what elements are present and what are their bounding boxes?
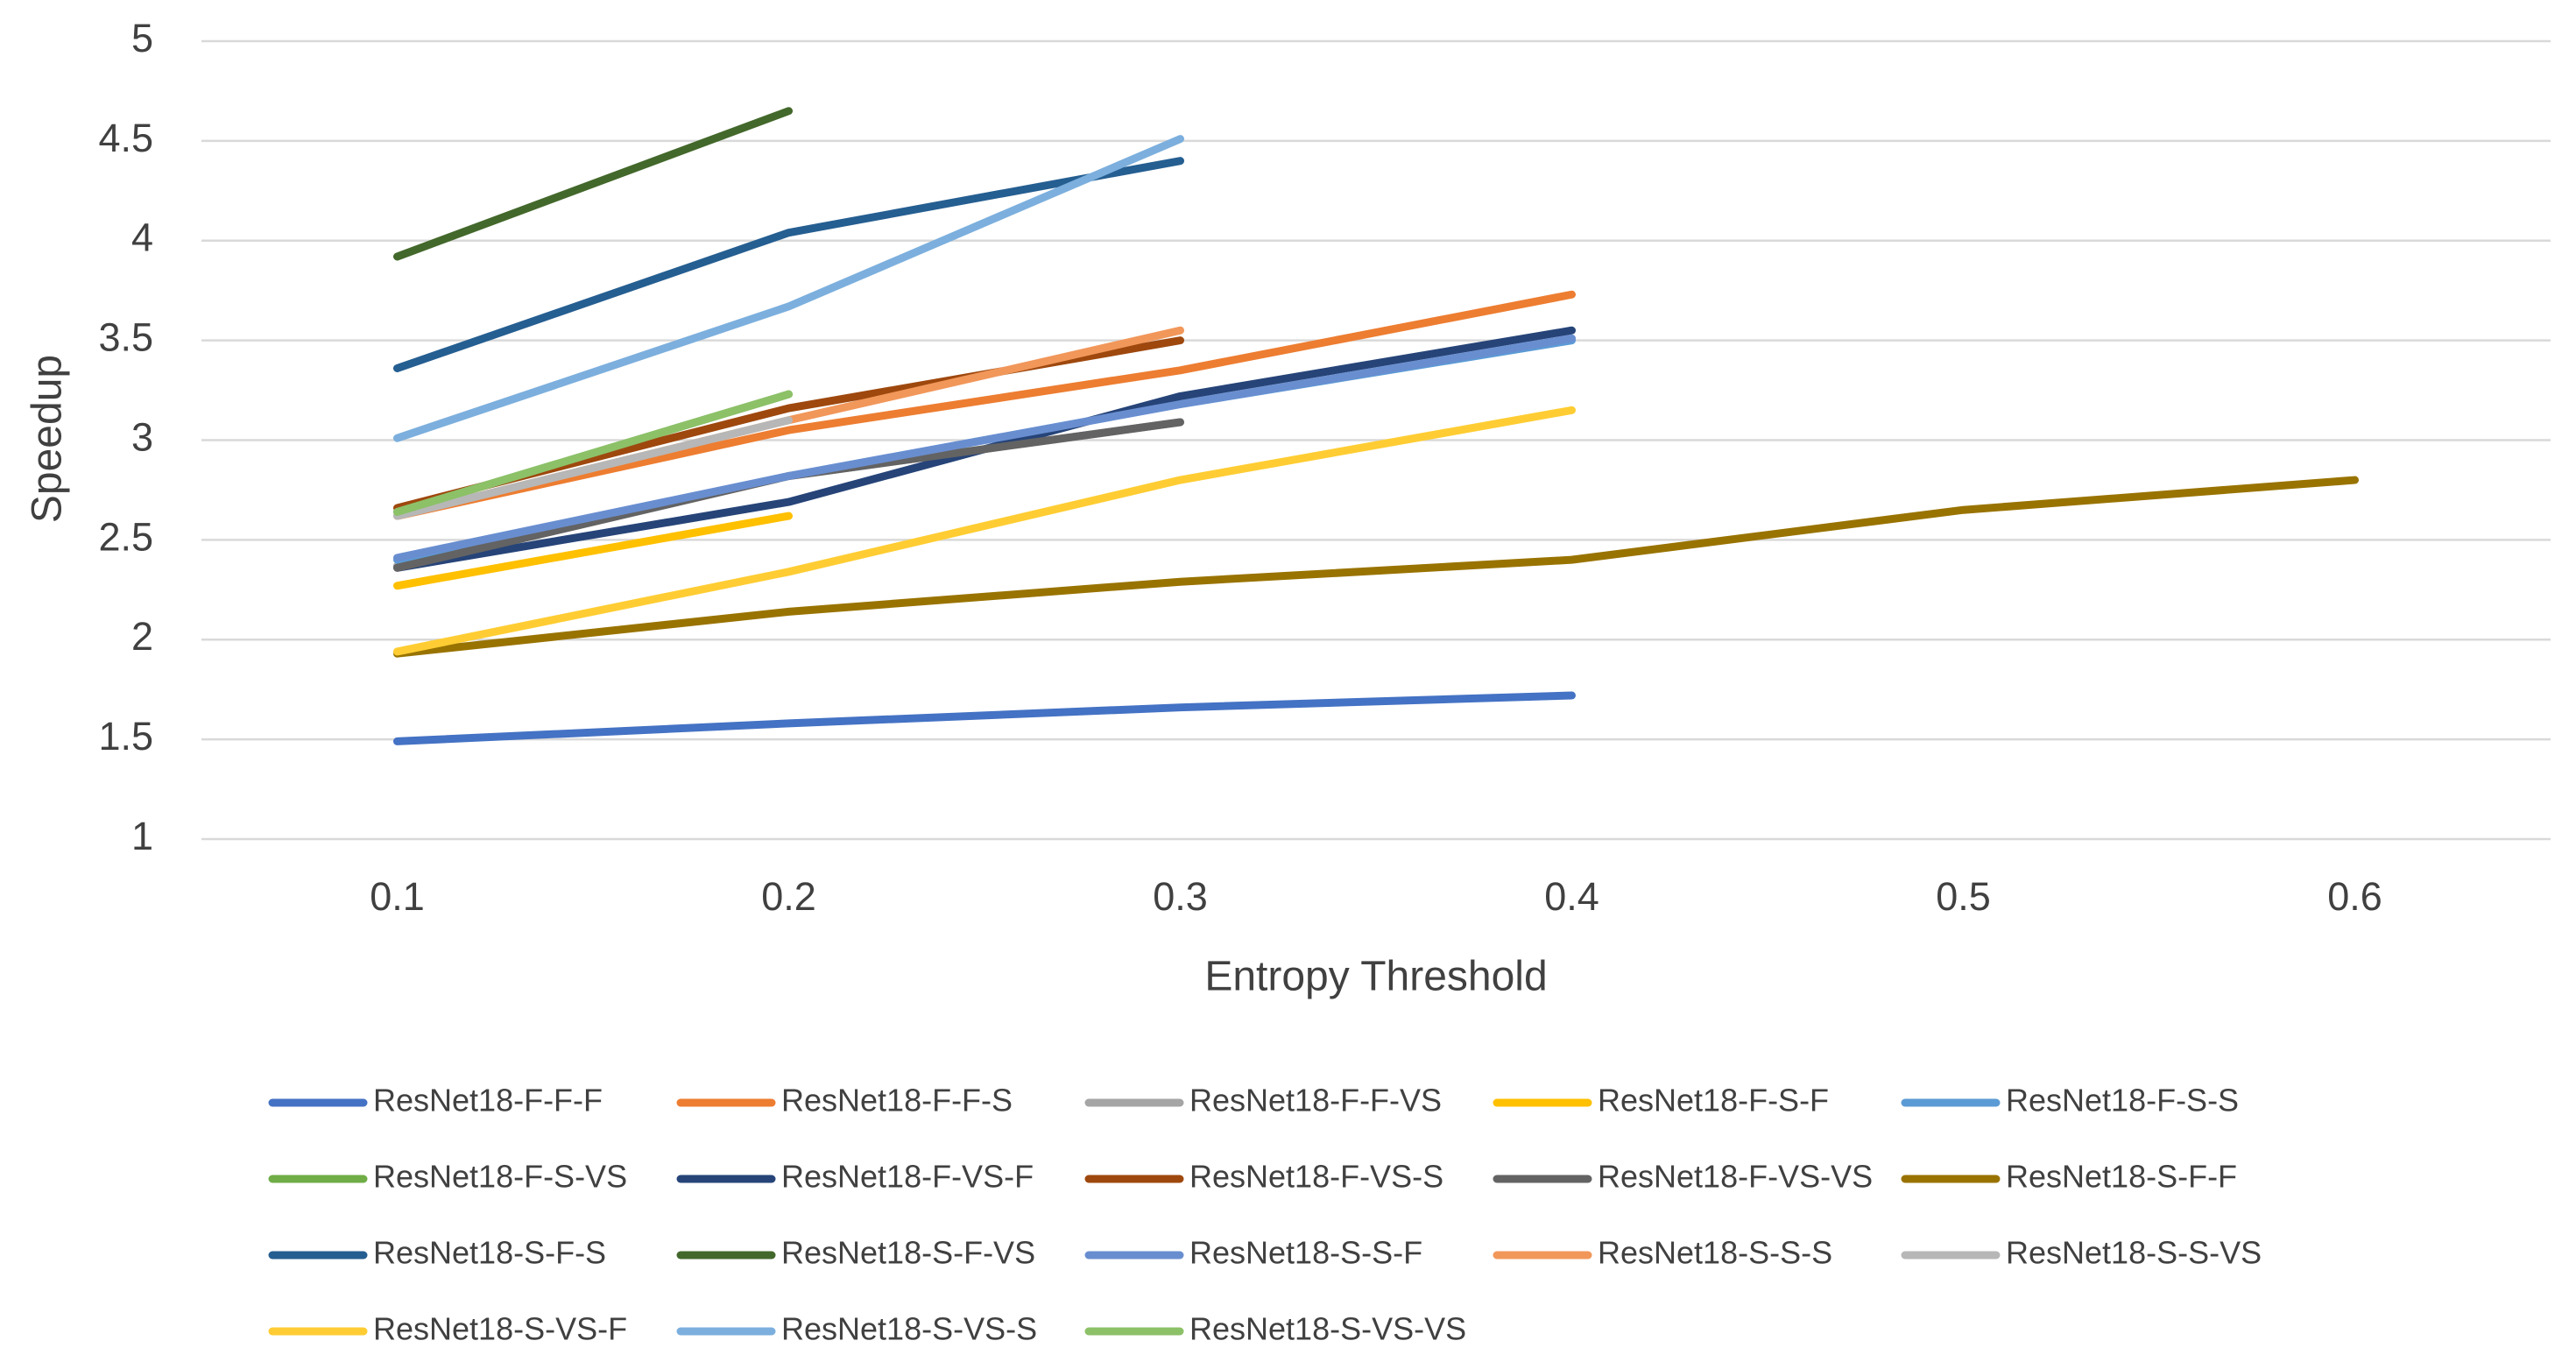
series-line	[393, 512, 793, 590]
legend-label: ResNet18-F-S-VS	[373, 1159, 627, 1195]
legend-label: ResNet18-S-S-S	[1598, 1235, 1832, 1271]
series-line	[393, 476, 2359, 658]
legend-label: ResNet18-S-S-VS	[2006, 1235, 2262, 1271]
legend-label: ResNet18-F-S-S	[2006, 1083, 2239, 1118]
y-tick-label: 5	[131, 16, 153, 60]
legend-label: ResNet18-S-S-F	[1189, 1235, 1422, 1271]
y-tick-label: 3	[131, 414, 153, 459]
legend-label: ResNet18-S-VS-VS	[1189, 1311, 1466, 1347]
y-tick-label: 1.5	[98, 714, 153, 759]
legend-label: ResNet18-F-VS-F	[781, 1159, 1034, 1195]
series-line	[393, 390, 793, 516]
legend-label: ResNet18-F-F-S	[781, 1083, 1013, 1118]
x-tick-label: 0.3	[1153, 874, 1208, 919]
series-line	[393, 416, 793, 520]
legend-label: ResNet18-S-F-F	[2006, 1159, 2237, 1195]
series-line	[393, 107, 793, 261]
series-line	[393, 290, 1576, 520]
series-line	[393, 334, 1576, 562]
series-line	[393, 157, 1184, 373]
series-line	[393, 691, 1576, 745]
y-tick-label: 1	[131, 814, 153, 858]
legend-label: ResNet18-F-VS-VS	[1598, 1159, 1873, 1195]
y-tick-label: 2	[131, 614, 153, 659]
x-tick-label: 0.2	[761, 874, 816, 919]
legend-label: ResNet18-S-VS-F	[373, 1311, 627, 1347]
x-tick-label: 0.1	[370, 874, 425, 919]
legend-label: ResNet18-S-F-S	[373, 1235, 606, 1271]
x-tick-label: 0.5	[1936, 874, 1991, 919]
x-tick-label: 0.6	[2327, 874, 2382, 919]
legend-label: ResNet18-S-VS-S	[781, 1311, 1037, 1347]
x-axis-title: Entropy Threshold	[1204, 954, 1547, 1000]
legend-label: ResNet18-F-F-VS	[1189, 1083, 1442, 1118]
legend-label: ResNet18-F-F-F	[373, 1083, 603, 1118]
y-tick-label: 4	[131, 215, 153, 260]
legend-label: ResNet18-F-VS-S	[1189, 1159, 1443, 1195]
y-tick-label: 2.5	[98, 514, 153, 559]
y-tick-label: 3.5	[98, 315, 153, 360]
y-axis-title: Speedup	[25, 355, 71, 523]
legend-label: ResNet18-S-F-VS	[781, 1235, 1035, 1271]
legend-label: ResNet18-F-S-F	[1598, 1083, 1829, 1118]
series-line	[393, 135, 1184, 442]
x-tick-label: 0.4	[1544, 874, 1599, 919]
series-line	[393, 406, 1576, 656]
y-tick-label: 4.5	[98, 116, 153, 160]
